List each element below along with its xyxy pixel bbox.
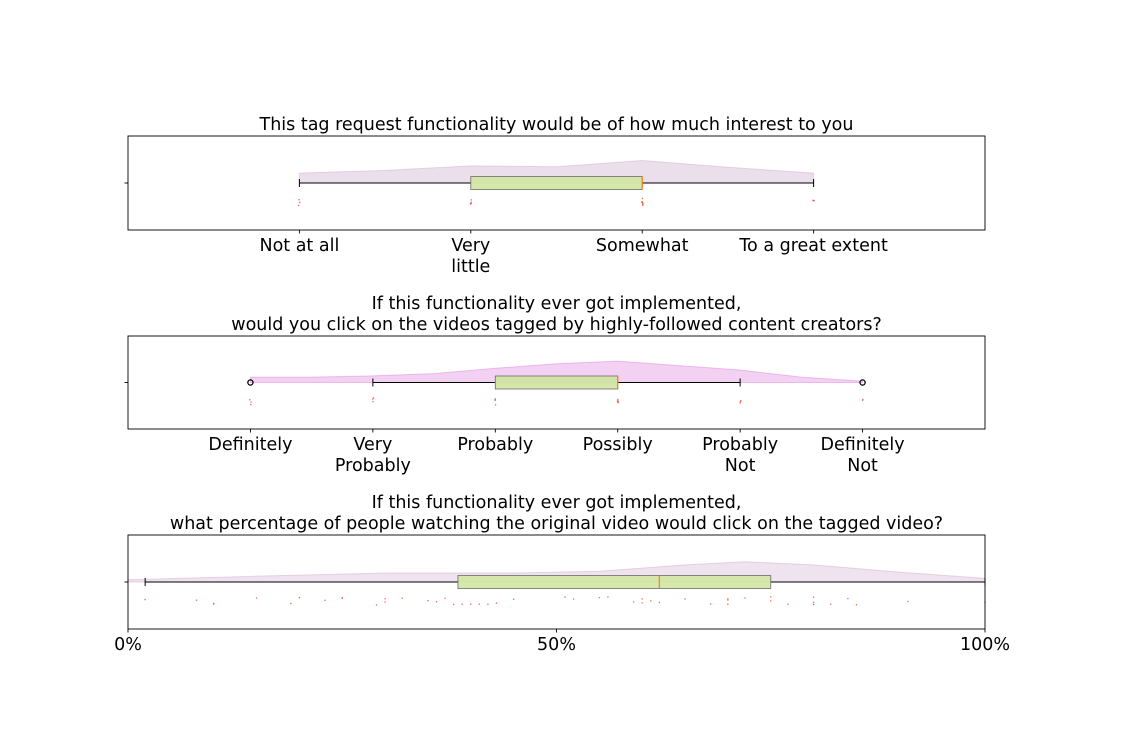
response-point bbox=[812, 199, 815, 202]
response-point bbox=[812, 601, 815, 603]
iqr-box bbox=[494, 375, 619, 390]
response-point bbox=[372, 397, 375, 399]
response-point bbox=[495, 602, 498, 604]
x-tick-label: Very Probably bbox=[335, 435, 411, 476]
response-point bbox=[907, 600, 909, 603]
response-point bbox=[632, 601, 635, 603]
x-tick-label: 50% bbox=[537, 635, 576, 655]
response-point bbox=[144, 598, 146, 601]
response-point bbox=[478, 603, 481, 605]
density-violin bbox=[249, 360, 864, 383]
response-point bbox=[617, 400, 620, 402]
response-point bbox=[255, 597, 258, 599]
response-point bbox=[727, 599, 729, 601]
chart-panel-3: If this functionality ever got implement… bbox=[114, 493, 1010, 655]
response-point bbox=[401, 597, 403, 599]
chart-title: what percentage of people watching the o… bbox=[170, 514, 943, 534]
response-point bbox=[341, 596, 343, 599]
response-point bbox=[861, 399, 864, 402]
x-tick-label: 0% bbox=[114, 635, 142, 655]
response-point bbox=[212, 603, 215, 605]
response-point bbox=[290, 602, 292, 605]
response-point bbox=[684, 598, 686, 600]
response-point bbox=[650, 600, 652, 602]
response-point bbox=[617, 398, 619, 401]
iqr-box bbox=[457, 575, 772, 589]
response-point bbox=[298, 201, 301, 204]
chart-panel-1: This tag request functionality would be … bbox=[124, 115, 986, 277]
chart-title: This tag request functionality would be … bbox=[259, 115, 854, 135]
response-point bbox=[298, 198, 300, 201]
x-tick-label: Not at all bbox=[259, 236, 339, 256]
response-point bbox=[375, 604, 378, 606]
response-point bbox=[494, 404, 497, 406]
response-point bbox=[641, 201, 644, 204]
response-point bbox=[461, 603, 463, 605]
response-point bbox=[297, 204, 300, 207]
response-point bbox=[435, 600, 438, 603]
chart-title: would you click on the videos tagged by … bbox=[231, 315, 882, 335]
x-tick-label: Definitely bbox=[208, 435, 292, 455]
response-point bbox=[607, 596, 609, 598]
x-tick-label: To a great extent bbox=[738, 236, 888, 256]
response-point bbox=[744, 597, 746, 599]
response-point bbox=[487, 603, 489, 606]
response-point bbox=[452, 603, 455, 606]
x-tick-label: Probably bbox=[457, 435, 533, 455]
response-point bbox=[740, 399, 742, 402]
response-point bbox=[250, 401, 252, 403]
response-point bbox=[470, 603, 472, 605]
x-tick-label: Possibly bbox=[583, 435, 653, 455]
response-point bbox=[641, 197, 644, 200]
response-point bbox=[324, 599, 326, 602]
response-point bbox=[770, 596, 772, 598]
response-point bbox=[195, 599, 198, 601]
x-tick-label: Somewhat bbox=[596, 236, 689, 256]
chart-title: If this functionality ever got implement… bbox=[372, 294, 742, 314]
response-point bbox=[727, 603, 729, 605]
response-point bbox=[564, 596, 566, 598]
response-point bbox=[617, 401, 620, 404]
response-point bbox=[250, 403, 252, 406]
response-point bbox=[739, 402, 741, 404]
density-violin bbox=[298, 159, 815, 184]
response-point bbox=[469, 202, 472, 205]
response-point bbox=[384, 598, 386, 600]
response-point bbox=[641, 598, 643, 600]
response-point bbox=[572, 598, 575, 600]
response-point bbox=[642, 204, 644, 207]
response-point bbox=[829, 603, 832, 605]
response-point bbox=[372, 400, 374, 403]
response-point bbox=[855, 603, 858, 606]
response-point bbox=[384, 601, 386, 603]
response-point bbox=[444, 597, 446, 599]
response-point bbox=[658, 601, 661, 604]
x-tick-label: Probably Not bbox=[702, 435, 778, 476]
response-point bbox=[494, 399, 496, 401]
response-point bbox=[598, 596, 601, 599]
iqr-box bbox=[470, 176, 643, 190]
response-point bbox=[427, 599, 429, 602]
flier-point bbox=[247, 379, 254, 386]
chart-panel-2: If this functionality ever got implement… bbox=[124, 294, 986, 476]
flier-point bbox=[859, 379, 866, 386]
response-point bbox=[249, 398, 251, 401]
response-point bbox=[710, 603, 712, 605]
response-point bbox=[812, 603, 815, 606]
response-point bbox=[812, 596, 815, 598]
x-tick-label: Definitely Not bbox=[821, 435, 905, 476]
chart-title: If this functionality ever got implement… bbox=[372, 493, 742, 513]
x-tick-label: 100% bbox=[960, 635, 1010, 655]
response-point bbox=[847, 597, 849, 600]
response-point bbox=[470, 199, 473, 201]
response-point bbox=[298, 596, 301, 599]
response-point bbox=[371, 398, 374, 400]
response-point bbox=[727, 598, 729, 600]
response-point bbox=[512, 598, 515, 600]
response-point bbox=[770, 600, 772, 602]
response-point bbox=[641, 602, 643, 604]
response-point bbox=[787, 603, 789, 606]
x-tick-label: Very little bbox=[451, 236, 490, 277]
